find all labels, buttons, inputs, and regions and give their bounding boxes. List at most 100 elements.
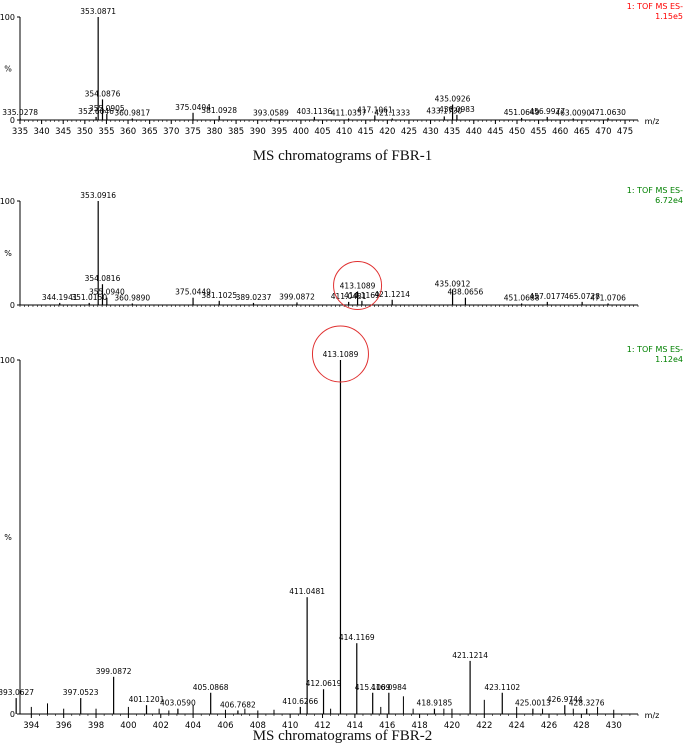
bottom-x-tick-label: 402	[153, 721, 169, 731]
bottom-x-tick-label: 418	[411, 721, 427, 731]
middle-y-tick-label: 0	[10, 301, 15, 310]
bottom-x-tick-label: 404	[185, 721, 201, 731]
top-x-tick-label: 470	[595, 127, 611, 137]
bottom-y-label: %	[4, 533, 12, 542]
top-peak-label: 335.0278	[2, 108, 38, 117]
top-peak-label: 433.1730	[426, 106, 462, 115]
top-peak-label: 375.0404	[175, 103, 211, 112]
bottom-peak-label: 425.0013	[515, 699, 551, 708]
middle-peak-label: 351.0150	[71, 293, 107, 302]
middle-peak-label: 344.1941	[42, 293, 78, 302]
bottom-x-label: m/z	[645, 711, 660, 720]
top-y-tick-label: 100	[0, 13, 15, 22]
top-x-tick-label: 355	[98, 127, 114, 137]
bottom-peak-label: 411.0481	[289, 587, 325, 596]
top-y-label: %	[4, 65, 12, 74]
middle-peak-label: 451.0688	[504, 293, 540, 302]
top-x-tick-label: 380	[206, 127, 222, 137]
top-x-tick-label: 360	[120, 127, 136, 137]
bottom-x-tick-label: 420	[444, 721, 460, 731]
middle-peak-label: 375.0449	[175, 288, 211, 297]
top-peak-label: 354.0876	[85, 89, 121, 98]
bottom-y-tick-label: 0	[10, 710, 15, 719]
top-intensity-label: 1.15e5	[655, 12, 683, 21]
caption-fbr2: MS chromatograms of FBR-2	[252, 728, 433, 744]
bottom-peak-label: 412.0619	[306, 679, 342, 688]
top-peak-label: 355.0905	[89, 104, 125, 113]
bottom-peak-label: 399.0872	[96, 667, 132, 676]
middle-peak-label: 360.9890	[114, 293, 150, 302]
top-peak-label: 403.1136	[296, 107, 332, 116]
top-x-tick-label: 445	[487, 127, 503, 137]
top-peak-label: 352.6046	[78, 107, 114, 116]
bottom-x-tick-label: 416	[379, 721, 395, 731]
bottom-y-tick-label: 100	[0, 356, 15, 365]
top-peak-label: 451.0649	[504, 108, 540, 117]
bottom-x-tick-label: 424	[509, 721, 525, 731]
top-x-tick-label: 450	[509, 127, 525, 137]
bottom-peak-label: 426.9744	[547, 695, 583, 704]
bottom-x-tick-label: 422	[476, 721, 492, 731]
top-x-tick-label: 350	[77, 127, 93, 137]
bottom-x-tick-label: 400	[120, 721, 136, 731]
bottom-x-tick-label: 394	[23, 721, 39, 731]
middle-peak-label: 355.0940	[89, 288, 125, 297]
top-x-label: m/z	[645, 117, 660, 126]
top-y-tick-label: 0	[10, 116, 15, 125]
bottom-x-tick-label: 414	[347, 721, 363, 731]
top-x-tick-label: 460	[552, 127, 568, 137]
top-x-tick-label: 335	[12, 127, 28, 137]
top-x-tick-label: 475	[617, 127, 633, 137]
top-x-tick-label: 390	[250, 127, 266, 137]
top-peak-label: 393.0589	[253, 108, 289, 117]
middle-peak-label: 354.0816	[85, 274, 121, 283]
bottom-peak-label: 421.1214	[452, 651, 488, 660]
top-x-tick-label: 395	[271, 127, 287, 137]
bottom-peak-label: 415.1009	[355, 683, 391, 692]
middle-peak-label: 435.0912	[435, 279, 471, 288]
top-x-tick-label: 435	[444, 127, 460, 137]
top-peak-label: 435.0926	[435, 95, 471, 104]
top-x-tick-label: 400	[293, 127, 309, 137]
top-x-tick-label: 440	[466, 127, 482, 137]
bottom-peak-label: 413.1089	[323, 350, 359, 359]
bottom-x-tick-label: 396	[56, 721, 72, 731]
middle-y-tick-label: 100	[0, 197, 15, 206]
top-peak-label: 360.9817	[114, 108, 150, 117]
bottom-peak-label: 414.1169	[339, 633, 375, 642]
middle-peak-label: 457.0177	[529, 292, 565, 301]
top-x-tick-label: 430	[422, 127, 438, 137]
bottom-peak-label: 393.0627	[0, 688, 34, 697]
top-x-tick-label: 370	[163, 127, 179, 137]
bottom-x-tick-label: 430	[606, 721, 622, 731]
top-x-tick-label: 425	[401, 127, 417, 137]
middle-intensity-label: 6.72e4	[655, 196, 683, 205]
middle-peak-label: 381.1025	[201, 291, 237, 300]
bottom-x-tick-label: 428	[573, 721, 589, 731]
bottom-x-tick-label: 426	[541, 721, 557, 731]
top-peak-label: 421.1333	[374, 108, 410, 117]
bottom-x-tick-label: 398	[88, 721, 104, 731]
top-peak-label: 456.9977	[529, 107, 565, 116]
top-x-tick-label: 375	[185, 127, 201, 137]
bottom-x-tick-label: 412	[314, 721, 330, 731]
bottom-peak-label: 406.7682	[220, 700, 256, 709]
bottom-peak-label: 428.3276	[569, 699, 605, 708]
top-peak-label: 471.0630	[590, 108, 626, 117]
middle-peak-label: 421.1214	[374, 290, 410, 299]
middle-instrument-label: 1: TOF MS ES-	[627, 186, 683, 195]
bottom-peak-label: 405.0868	[193, 683, 229, 692]
bottom-intensity-label: 1.12e4	[655, 355, 683, 364]
middle-peak-label: 411.0481	[331, 292, 367, 301]
bottom-peak-label: 401.1201	[129, 695, 165, 704]
top-x-tick-label: 410	[336, 127, 352, 137]
middle-peak-label: 399.0872	[279, 292, 315, 301]
middle-peak-label: 471.0706	[590, 293, 626, 302]
bottom-peak-label: 416.0984	[371, 683, 407, 692]
top-peak-label: 417.1061	[357, 105, 393, 114]
top-x-tick-label: 415	[358, 127, 374, 137]
bottom-peak-label: 410.6266	[282, 697, 318, 706]
middle-peak-label: 413.1089	[340, 281, 376, 290]
